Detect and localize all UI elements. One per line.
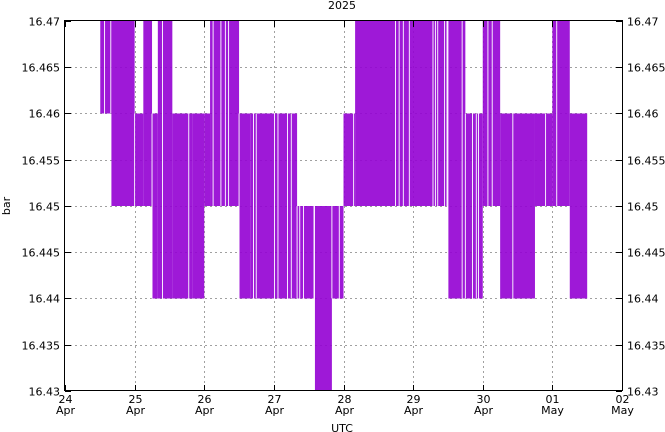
band-fill bbox=[192, 113, 205, 299]
band-fill bbox=[343, 113, 356, 206]
y-axis: 16.43 16.43 16.435 16.435 16.44 16.44 16.445 16… bbox=[22, 16, 665, 399]
series-purple bbox=[99, 21, 588, 391]
band-fill bbox=[134, 113, 144, 206]
y-tick-label-right: 16.46 bbox=[627, 108, 659, 121]
x-tick-label-month: Apr bbox=[404, 404, 424, 417]
x-tick-label-month: Apr bbox=[195, 404, 215, 417]
x-tick-label-month: Apr bbox=[474, 404, 494, 417]
y-tick-label-right: 16.465 bbox=[627, 62, 665, 75]
series-band bbox=[447, 21, 466, 299]
band-fill bbox=[210, 21, 240, 206]
x-tick-label-month: May bbox=[611, 404, 634, 417]
chart-title: 2025 bbox=[328, 0, 356, 12]
band-fill bbox=[157, 21, 173, 299]
x-tick-label-day: 01 bbox=[546, 393, 560, 406]
series-band bbox=[204, 113, 211, 206]
series-band bbox=[534, 113, 553, 206]
y-tick-label-right: 16.455 bbox=[627, 155, 665, 168]
x-tick-label-day: 27 bbox=[268, 393, 282, 406]
x-tick-label-day: 24 bbox=[59, 393, 73, 406]
band-fill bbox=[143, 21, 153, 206]
band-fill bbox=[552, 21, 570, 206]
y-tick-label-right: 16.44 bbox=[627, 293, 659, 306]
band-fill bbox=[111, 21, 135, 206]
x-tick-label-month: Apr bbox=[335, 404, 355, 417]
x-tick-label-month: Apr bbox=[265, 404, 285, 417]
band-fill bbox=[534, 113, 553, 206]
series-band bbox=[172, 113, 193, 299]
x-tick-label-month: May bbox=[541, 404, 564, 417]
series-band bbox=[343, 113, 356, 206]
x-tick-label-day: 25 bbox=[129, 393, 143, 406]
series-band bbox=[238, 113, 251, 299]
x-tick-label-day: 29 bbox=[407, 393, 421, 406]
series-band bbox=[290, 113, 298, 299]
band-fill bbox=[447, 21, 466, 299]
y-tick-label-left: 16.45 bbox=[29, 201, 61, 214]
x-tick-label-day: 30 bbox=[477, 393, 491, 406]
band-fill bbox=[152, 113, 158, 299]
series-band bbox=[143, 21, 153, 206]
band-fill bbox=[355, 21, 448, 206]
series-band bbox=[111, 21, 135, 206]
series-band bbox=[500, 113, 535, 299]
series-band bbox=[552, 21, 570, 206]
x-tick-label-day: 02 bbox=[616, 393, 630, 406]
series-band bbox=[296, 206, 315, 299]
y-axis-label: bar bbox=[0, 196, 13, 215]
band-fill bbox=[291, 113, 298, 299]
series-band bbox=[331, 206, 344, 299]
x-tick-label-month: Apr bbox=[126, 404, 146, 417]
y-tick-label-right: 16.47 bbox=[627, 16, 659, 29]
y-tick-label-left: 16.47 bbox=[29, 16, 61, 29]
y-tick-label-left: 16.445 bbox=[22, 247, 61, 260]
y-tick-label-left: 16.435 bbox=[22, 340, 61, 353]
series-band bbox=[250, 113, 292, 299]
band-fill bbox=[482, 21, 501, 206]
y-tick-label-right: 16.445 bbox=[627, 247, 665, 260]
band-fill bbox=[239, 113, 251, 299]
x-tick-label-day: 26 bbox=[198, 393, 212, 406]
band-fill bbox=[204, 113, 211, 206]
series-band bbox=[210, 21, 240, 206]
y-tick-label-right: 16.43 bbox=[627, 386, 659, 399]
band-fill bbox=[465, 113, 483, 299]
series-band bbox=[464, 113, 483, 299]
series-band bbox=[192, 113, 205, 299]
y-tick-label-left: 16.43 bbox=[29, 386, 61, 399]
series-band bbox=[151, 113, 158, 299]
band-fill bbox=[569, 113, 588, 299]
x-axis: 24Apr25Apr26Apr27Apr28Apr29Apr30Apr01May… bbox=[56, 21, 634, 417]
band-fill bbox=[331, 206, 344, 299]
y-tick-label-left: 16.44 bbox=[29, 293, 61, 306]
series-band bbox=[157, 21, 173, 299]
y-tick-label-left: 16.455 bbox=[22, 155, 61, 168]
band-fill bbox=[250, 113, 292, 299]
x-tick-label-month: Apr bbox=[56, 404, 76, 417]
band-fill bbox=[314, 206, 332, 391]
y-tick-label-right: 16.435 bbox=[627, 340, 665, 353]
plot-frame bbox=[64, 20, 623, 391]
series-band bbox=[134, 113, 144, 206]
series-band bbox=[482, 21, 501, 206]
x-axis-label: UTC bbox=[331, 422, 353, 432]
series-band bbox=[569, 113, 588, 299]
x-tick-label-day: 28 bbox=[338, 393, 352, 406]
band-fill bbox=[99, 21, 112, 114]
y-tick-label-right: 16.45 bbox=[627, 201, 659, 214]
y-tick-label-left: 16.465 bbox=[22, 62, 61, 75]
series-band bbox=[355, 21, 448, 206]
band-fill bbox=[297, 206, 315, 299]
series-band bbox=[314, 206, 332, 391]
series-band bbox=[99, 21, 112, 114]
y-tick-label-left: 16.46 bbox=[29, 108, 61, 121]
band-fill bbox=[172, 113, 193, 299]
band-fill bbox=[500, 113, 535, 299]
